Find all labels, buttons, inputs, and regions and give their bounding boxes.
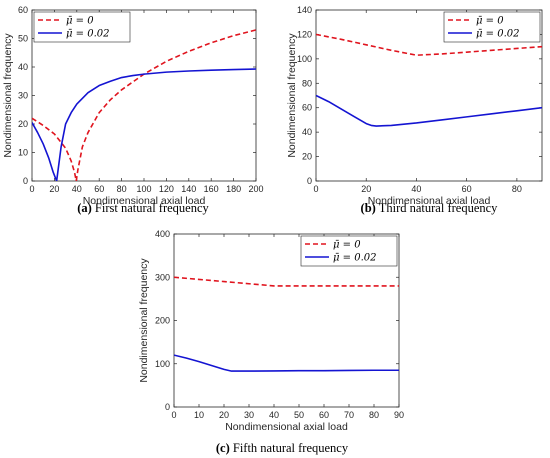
- y-tick-label: 100: [155, 359, 170, 369]
- y-tick-label: 80: [302, 78, 312, 88]
- x-tick-label: 80: [369, 410, 379, 420]
- x-tick-label: 140: [181, 184, 196, 194]
- x-axis-label: Nondimensional axial load: [368, 195, 491, 207]
- series-line-mu-0-02: [316, 94, 542, 127]
- series-line-mu-0-02: [32, 68, 256, 181]
- y-tick-label: 300: [155, 272, 170, 282]
- x-tick-label: 160: [204, 184, 219, 194]
- x-tick-label: 0: [313, 184, 318, 194]
- legend: μ̄ = 0 μ̄ = 0.02: [443, 11, 541, 43]
- series-line-mu-0: [316, 33, 542, 56]
- caption-a-text: First natural frequency: [92, 201, 210, 215]
- x-tick-label: 20: [219, 410, 229, 420]
- series-line-mu-0-02: [174, 354, 399, 372]
- y-axis-label: Nondimensional frequency: [286, 33, 298, 158]
- y-tick-label: 40: [302, 127, 312, 137]
- chart-a: 0 20 40 60 80 100 120 140 160 180 200 0 10 20 30 40 50 60…: [2, 5, 264, 207]
- x-tick-label: 70: [344, 410, 354, 420]
- x-axis-label: Nondimensional axial load: [225, 421, 348, 433]
- y-tick-label: 40: [18, 62, 28, 72]
- y-tick-label: 140: [297, 5, 312, 15]
- x-tick-label: 80: [117, 184, 127, 194]
- legend-label: μ̄ = 0: [66, 16, 94, 27]
- y-tick-label: 20: [302, 152, 312, 162]
- x-tick-label: 80: [512, 184, 522, 194]
- x-axis-label: Nondimensional axial load: [83, 195, 206, 207]
- y-tick-label: 100: [297, 54, 312, 64]
- x-tick-label: 0: [171, 410, 176, 420]
- x-tick-label: 100: [136, 184, 151, 194]
- legend: μ̄ = 0 μ̄ = 0.02: [33, 11, 131, 43]
- y-tick-label: 200: [155, 316, 170, 326]
- x-tick-label: 180: [226, 184, 241, 194]
- y-tick-label: 20: [18, 119, 28, 129]
- x-tick-label: 40: [411, 184, 421, 194]
- x-tick-label: 40: [72, 184, 82, 194]
- x-tick-label: 60: [319, 410, 329, 420]
- x-tick-label: 20: [361, 184, 371, 194]
- x-tick-label: 60: [462, 184, 472, 194]
- caption-b: (b) Third natural frequency: [361, 201, 499, 215]
- y-axis-label: Nondimensional frequency: [2, 33, 14, 158]
- y-tick-label: 400: [155, 229, 170, 239]
- y-tick-label: 60: [302, 103, 312, 113]
- legend-label: μ̄ = 0.02: [66, 29, 110, 40]
- x-tick-label: 20: [49, 184, 59, 194]
- legend-box: [33, 11, 131, 43]
- series-line-mu-0: [32, 29, 256, 181]
- x-tick-label: 50: [294, 410, 304, 420]
- x-tick-label: 120: [159, 184, 174, 194]
- y-tick-label: 60: [18, 5, 28, 15]
- x-tick-label: 10: [194, 410, 204, 420]
- x-tick-label: 60: [94, 184, 104, 194]
- y-tick-label: 0: [307, 176, 312, 186]
- x-tick-label: 200: [248, 184, 263, 194]
- caption-b-label: (b): [361, 201, 376, 215]
- y-tick-label: 0: [165, 402, 170, 412]
- caption-c-label: (c): [216, 441, 230, 455]
- y-tick-label: 30: [18, 91, 28, 101]
- x-tick-label: 30: [244, 410, 254, 420]
- y-tick-label: 50: [18, 34, 28, 44]
- y-tick-label: 0: [23, 176, 28, 186]
- x-tick-label: 40: [269, 410, 279, 420]
- caption-a: (a) First natural frequency: [77, 201, 209, 215]
- legend-label: μ̄ = 0.02: [333, 253, 377, 264]
- chart-b: 0 20 40 60 80 0 20 40 60 80 100 120 140 Nondimensiona…: [286, 5, 543, 207]
- caption-b-text: Third natural frequency: [376, 201, 498, 215]
- caption-c: (c) Fifth natural frequency: [216, 441, 349, 455]
- legend-label: μ̄ = 0: [476, 16, 504, 27]
- legend-label: μ̄ = 0.02: [476, 29, 520, 40]
- legend: μ̄ = 0 μ̄ = 0.02: [300, 235, 398, 267]
- x-tick-label: 90: [394, 410, 404, 420]
- legend-label: μ̄ = 0: [333, 240, 361, 251]
- x-tick-label: 0: [29, 184, 34, 194]
- y-axis-label: Nondimensional frequency: [138, 258, 150, 383]
- caption-a-label: (a): [77, 201, 92, 215]
- chart-c: 0 10 20 30 40 50 60 70 80 90 0 100 200 300 400 Nondimen…: [138, 229, 404, 433]
- y-tick-label: 120: [297, 29, 312, 39]
- y-tick-label: 10: [18, 148, 28, 158]
- legend-box: [443, 11, 541, 43]
- series-line-mu-0: [174, 276, 399, 287]
- legend-box: [300, 235, 398, 267]
- caption-c-text: Fifth natural frequency: [230, 441, 349, 455]
